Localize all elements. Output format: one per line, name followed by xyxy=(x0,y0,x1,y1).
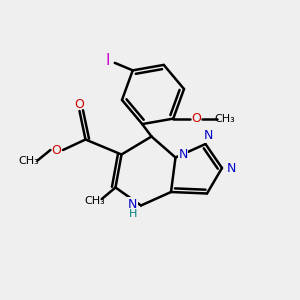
Text: N: N xyxy=(128,198,137,211)
Text: N: N xyxy=(178,148,188,161)
Text: CH₃: CH₃ xyxy=(18,155,39,166)
Text: N: N xyxy=(204,129,213,142)
Text: N: N xyxy=(226,161,236,175)
Text: O: O xyxy=(52,143,61,157)
Text: O: O xyxy=(191,112,201,125)
Text: CH₃: CH₃ xyxy=(215,114,236,124)
Text: H: H xyxy=(128,209,137,219)
Text: O: O xyxy=(74,98,84,111)
Text: I: I xyxy=(106,53,110,68)
Text: CH₃: CH₃ xyxy=(85,196,106,206)
